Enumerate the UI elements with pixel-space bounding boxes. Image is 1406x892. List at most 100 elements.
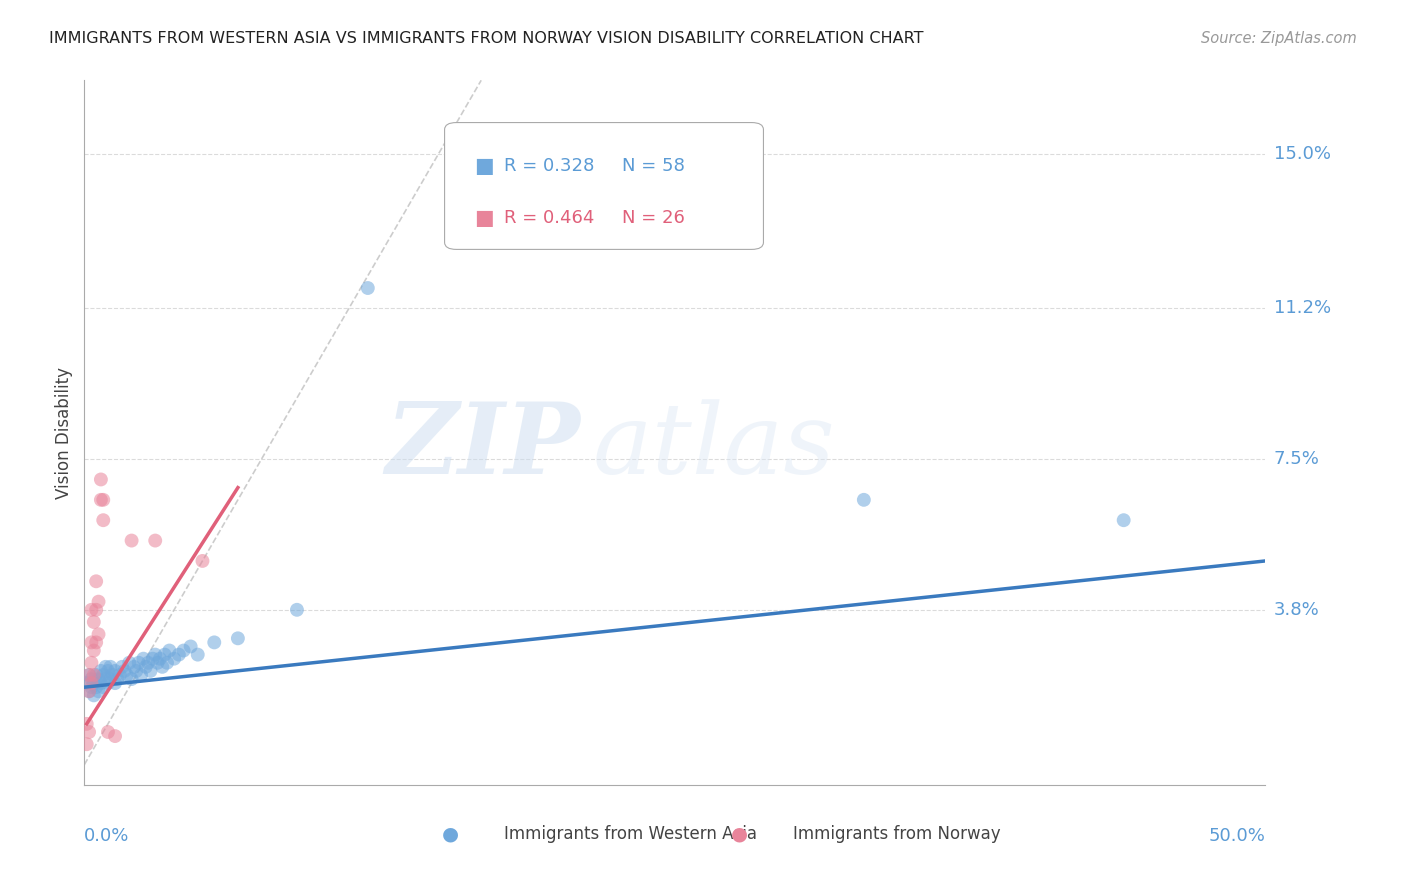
Point xyxy=(91,513,114,527)
Point xyxy=(107,672,129,686)
Point xyxy=(108,668,131,682)
Point xyxy=(77,668,100,682)
Point xyxy=(118,656,141,670)
Point xyxy=(97,676,120,690)
Point xyxy=(76,737,98,751)
Text: R = 0.464: R = 0.464 xyxy=(503,209,593,227)
Point xyxy=(285,603,308,617)
Text: 15.0%: 15.0% xyxy=(1274,145,1330,162)
Point xyxy=(77,668,100,682)
Point xyxy=(80,656,103,670)
Point xyxy=(91,668,114,682)
Point xyxy=(87,672,110,686)
Text: N = 58: N = 58 xyxy=(621,157,685,175)
Point xyxy=(852,492,875,507)
Point xyxy=(143,533,166,548)
Point xyxy=(202,635,225,649)
Point xyxy=(84,603,107,617)
Point xyxy=(84,680,107,694)
Point xyxy=(97,664,120,678)
Point xyxy=(76,717,98,731)
Point xyxy=(80,603,103,617)
Point xyxy=(83,689,105,703)
Text: R = 0.328: R = 0.328 xyxy=(503,157,593,175)
Point xyxy=(157,643,180,657)
Point xyxy=(90,664,112,678)
Text: Immigrants from Norway: Immigrants from Norway xyxy=(793,825,1001,843)
Point xyxy=(111,660,134,674)
Point xyxy=(90,473,112,487)
Text: IMMIGRANTS FROM WESTERN ASIA VS IMMIGRANTS FROM NORWAY VISION DISABILITY CORRELA: IMMIGRANTS FROM WESTERN ASIA VS IMMIGRAN… xyxy=(49,31,924,46)
Text: Source: ZipAtlas.com: Source: ZipAtlas.com xyxy=(1201,31,1357,46)
Point xyxy=(128,656,150,670)
Point xyxy=(80,635,103,649)
Point xyxy=(121,533,143,548)
Point xyxy=(94,672,117,686)
Point xyxy=(173,643,195,657)
Point xyxy=(80,676,103,690)
Point xyxy=(94,660,117,674)
Point xyxy=(97,725,120,739)
Text: 0.0%: 0.0% xyxy=(84,827,129,845)
Point xyxy=(80,672,103,686)
Point xyxy=(129,668,152,682)
Text: 50.0%: 50.0% xyxy=(1209,827,1265,845)
Point xyxy=(87,684,110,698)
FancyBboxPatch shape xyxy=(444,122,763,250)
Text: 7.5%: 7.5% xyxy=(1274,450,1320,468)
Point xyxy=(84,635,107,649)
Point xyxy=(357,281,380,295)
Text: ■: ■ xyxy=(474,156,494,176)
Point xyxy=(180,640,202,654)
Point xyxy=(121,672,143,686)
Point xyxy=(146,656,169,670)
Point xyxy=(143,648,166,662)
Text: ●: ● xyxy=(731,825,748,844)
Point xyxy=(98,660,121,674)
Point xyxy=(139,664,162,678)
Point xyxy=(153,648,176,662)
Text: ●: ● xyxy=(441,825,458,844)
Point xyxy=(83,676,105,690)
Point xyxy=(87,595,110,609)
Point xyxy=(150,660,173,674)
Point xyxy=(136,656,159,670)
Text: atlas: atlas xyxy=(592,399,835,494)
Point xyxy=(87,627,110,641)
Text: ■: ■ xyxy=(474,208,494,227)
Point xyxy=(98,672,121,686)
Point xyxy=(132,651,155,665)
Point xyxy=(114,664,136,678)
Point xyxy=(142,651,165,665)
Point xyxy=(84,574,107,589)
Point xyxy=(125,664,148,678)
Point xyxy=(149,651,172,665)
Point xyxy=(90,492,112,507)
Text: 11.2%: 11.2% xyxy=(1274,300,1331,318)
Text: N = 26: N = 26 xyxy=(621,209,685,227)
Point xyxy=(104,729,127,743)
Point xyxy=(104,676,127,690)
Point xyxy=(91,492,114,507)
Point xyxy=(1112,513,1135,527)
Point xyxy=(167,648,190,662)
Text: 3.8%: 3.8% xyxy=(1274,601,1319,619)
Point xyxy=(83,643,105,657)
Point xyxy=(84,668,107,682)
Point xyxy=(101,668,124,682)
Point xyxy=(187,648,209,662)
Point xyxy=(77,684,100,698)
Point xyxy=(90,676,112,690)
Point xyxy=(163,651,186,665)
Point xyxy=(115,668,138,682)
Point xyxy=(77,725,100,739)
Point xyxy=(191,554,214,568)
Point xyxy=(80,680,103,694)
Point xyxy=(156,656,179,670)
Point xyxy=(122,660,145,674)
Point xyxy=(135,660,157,674)
Point xyxy=(104,664,127,678)
Text: Immigrants from Western Asia: Immigrants from Western Asia xyxy=(503,825,756,843)
Point xyxy=(226,632,249,646)
Point xyxy=(91,680,114,694)
